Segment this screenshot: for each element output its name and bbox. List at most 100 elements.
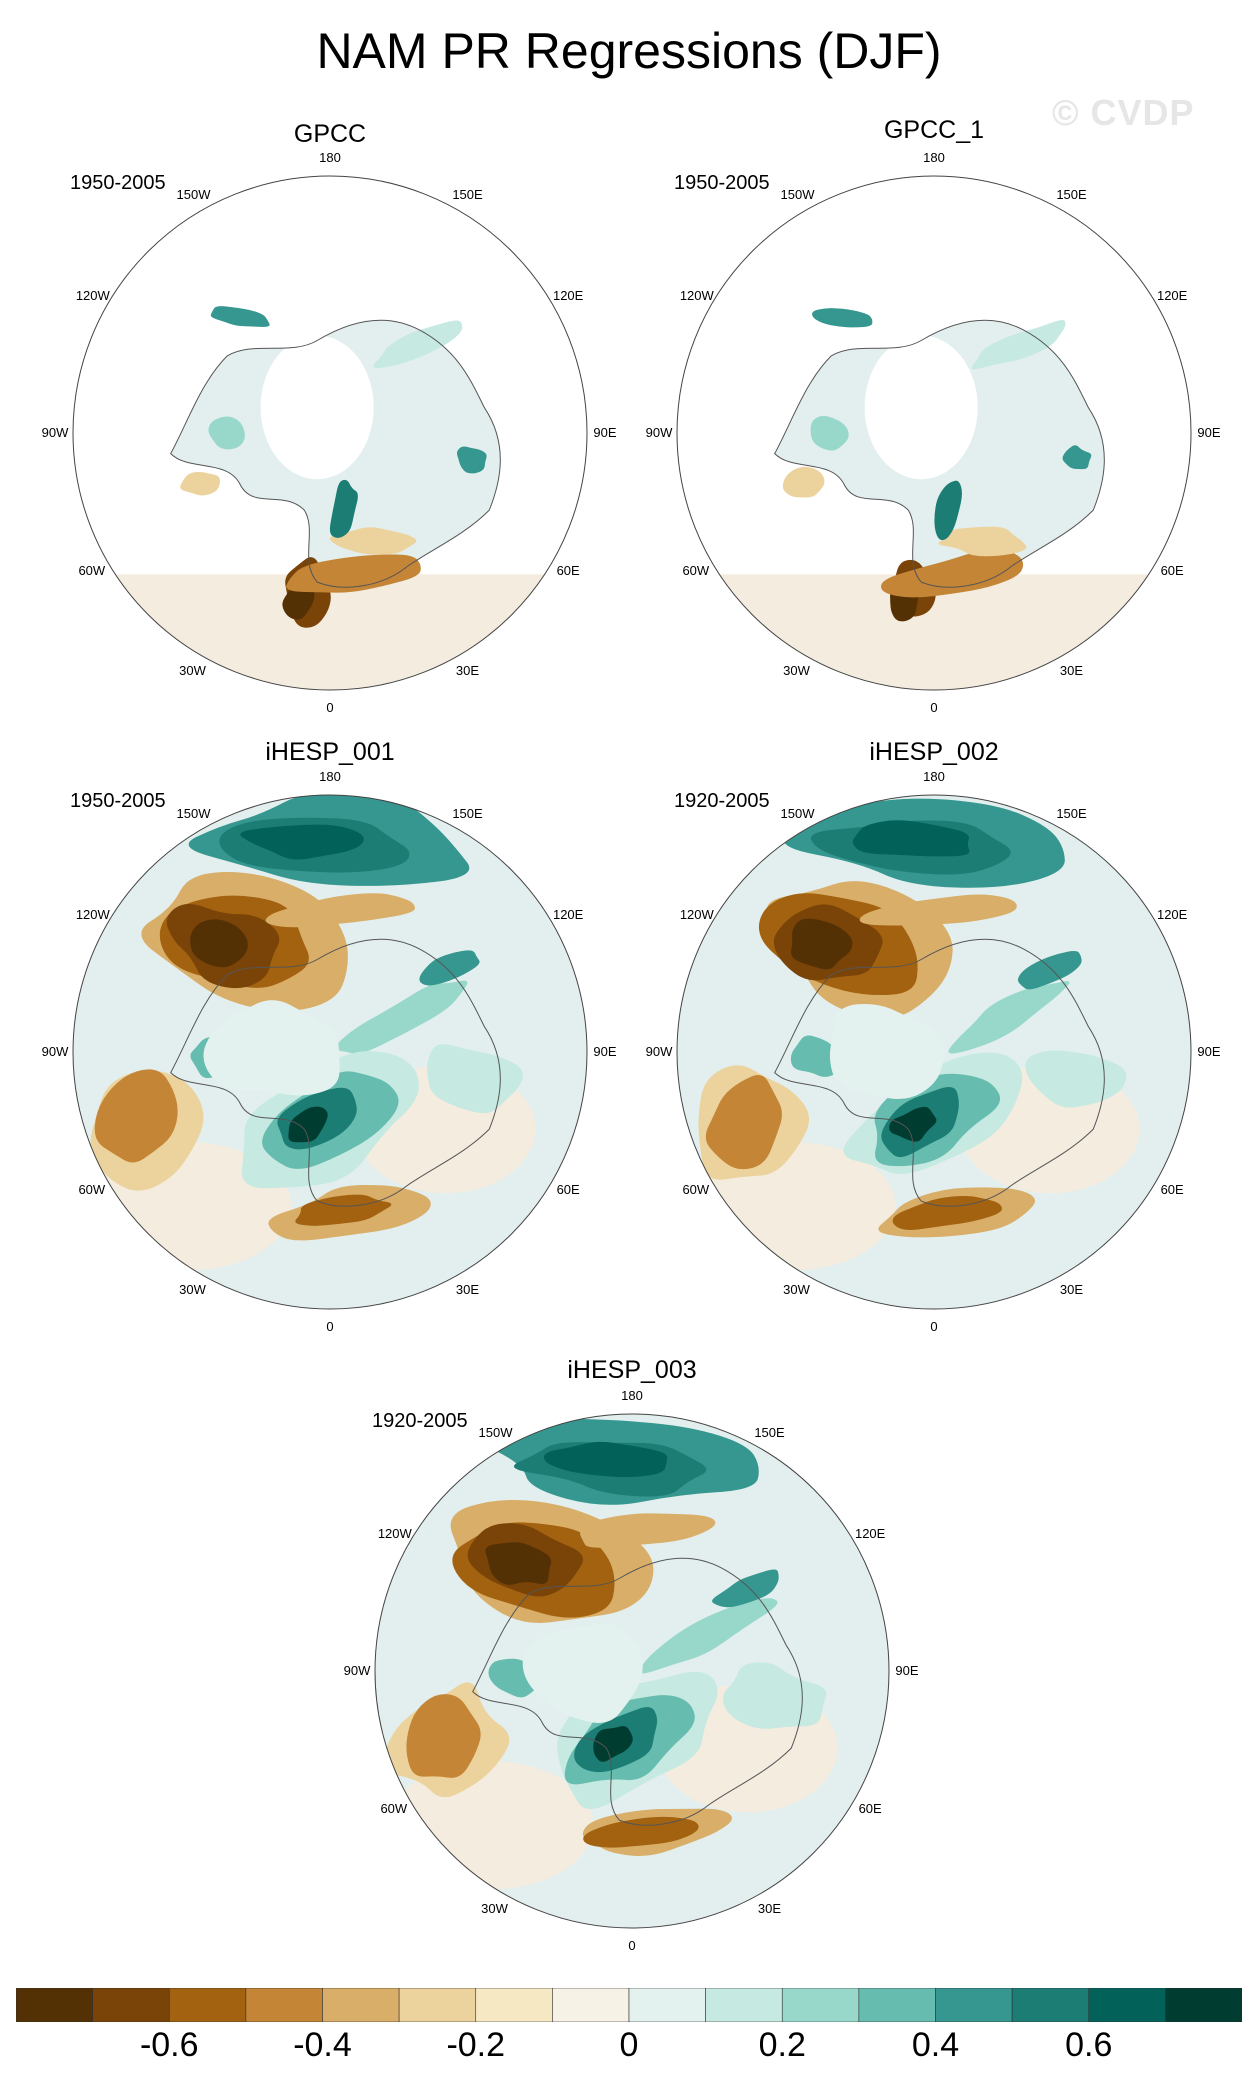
longitude-label: 90E: [1197, 1044, 1221, 1059]
longitude-label: 60W: [78, 562, 106, 578]
regression-contour: [782, 466, 825, 498]
longitude-label: 90E: [593, 425, 617, 440]
regression-contour: [180, 471, 220, 496]
longitude-label: 180: [923, 769, 945, 784]
coastline: [170, 319, 501, 588]
polar-map: [374, 1413, 890, 1929]
longitude-label: 60W: [682, 1181, 710, 1197]
longitude-label: 0: [930, 700, 938, 715]
longitude-label: 180: [319, 769, 341, 784]
longitude-label: 120E: [552, 906, 584, 922]
longitude-label: 30E: [1059, 663, 1084, 679]
longitude-label: 60E: [556, 562, 580, 578]
longitude-label: 60W: [78, 1181, 106, 1197]
regression-contour: [1017, 950, 1082, 990]
longitude-label: 120W: [75, 287, 110, 303]
regression-contour: [1062, 445, 1092, 470]
colorbar-swatch: [92, 1988, 170, 2022]
longitude-label: 150W: [176, 805, 211, 821]
map-border: [676, 175, 1192, 691]
regression-contour: [971, 319, 1066, 370]
longitude-label: 150E: [452, 186, 483, 202]
colorbar-tick-label: 0: [619, 2026, 639, 2064]
regression-contour: [522, 1624, 643, 1723]
longitude-label: 30W: [481, 1901, 508, 1917]
regression-contour: [811, 308, 873, 328]
longitude-label: 30W: [179, 1282, 206, 1298]
longitude-label: 90W: [41, 425, 69, 440]
longitude-label: 120W: [377, 1525, 412, 1541]
map-border: [72, 175, 588, 691]
polar-map: [72, 794, 588, 1310]
regression-contour: [593, 1726, 633, 1762]
longitude-label: 150W: [176, 186, 211, 202]
regression-contour: [938, 526, 1027, 557]
regression-contour: [265, 893, 416, 928]
regression-contour: [208, 416, 245, 450]
panel-title: iHESP_003: [567, 1356, 697, 1384]
regression-contour: [829, 1004, 944, 1099]
panel-title: GPCC: [293, 120, 367, 148]
map-border: [72, 794, 588, 1310]
colorbar-swatch: [16, 1988, 93, 2022]
longitude-label: 150E: [1056, 805, 1087, 821]
longitude-label: 60W: [682, 562, 710, 578]
longitude-label: 60E: [556, 1181, 580, 1197]
longitude-label: 30W: [783, 1282, 810, 1298]
longitude-label: 90W: [41, 1044, 69, 1059]
longitude-label: 150W: [780, 805, 815, 821]
regression-contour: [335, 980, 468, 1054]
coastline: [774, 319, 1105, 588]
regression-contour: [190, 919, 248, 968]
colorbar-swatch: [398, 1988, 477, 2022]
longitude-label: 30W: [179, 663, 206, 679]
polar-map: [676, 175, 1192, 691]
longitude-label: 150E: [754, 1424, 785, 1440]
longitude-label: 90E: [1197, 425, 1221, 440]
regression-contour: [583, 1816, 699, 1848]
regression-contour: [948, 981, 1070, 1054]
regression-contour: [485, 1542, 552, 1585]
colorbar-swatch: [1088, 1988, 1166, 2022]
colorbar-swatch: [858, 1988, 936, 2022]
regression-contour: [419, 950, 480, 986]
panel-period: 1920-2005: [372, 1410, 468, 1432]
missing-data: [260, 335, 374, 480]
regression-contour: [889, 1106, 937, 1142]
longitude-label: 120W: [679, 906, 714, 922]
coastline: [170, 938, 501, 1207]
colorbar-swatch: [628, 1988, 706, 2022]
longitude-label: 120E: [552, 287, 584, 303]
regression-contour: [934, 480, 962, 541]
longitude-label: 120W: [75, 906, 110, 922]
colorbar-swatch: [168, 1988, 247, 2022]
map-border: [676, 794, 1192, 1310]
colorbar-swatch: [245, 1988, 323, 2022]
colorbar-tick-label: 0.2: [758, 2026, 806, 2064]
regression-contour: [456, 446, 487, 474]
panel-period: 1950-2005: [70, 790, 166, 812]
colorbar-tick-label: -0.6: [139, 2026, 199, 2064]
longitude-label: 60E: [1160, 562, 1184, 578]
regression-contour: [723, 1662, 827, 1729]
panel-title: GPCC_1: [883, 116, 985, 144]
longitude-label: 120E: [854, 1525, 886, 1541]
regression-contour: [791, 918, 853, 970]
regression-contour: [288, 1106, 328, 1143]
longitude-label: 30W: [783, 663, 810, 679]
longitude-label: 150W: [780, 186, 815, 202]
longitude-label: 0: [930, 1319, 938, 1334]
longitude-label: 0: [326, 1319, 334, 1334]
longitude-label: 30E: [757, 1901, 782, 1917]
regression-contour: [712, 1569, 779, 1608]
longitude-label: 120E: [1156, 906, 1188, 922]
colorbar-swatch: [1011, 1988, 1090, 2022]
colorbar-swatch: [322, 1988, 400, 2022]
longitude-label: 90W: [645, 1044, 673, 1059]
longitude-label: 0: [326, 700, 334, 715]
panel-period: 1950-2005: [70, 172, 166, 194]
longitude-label: 150W: [478, 1424, 513, 1440]
